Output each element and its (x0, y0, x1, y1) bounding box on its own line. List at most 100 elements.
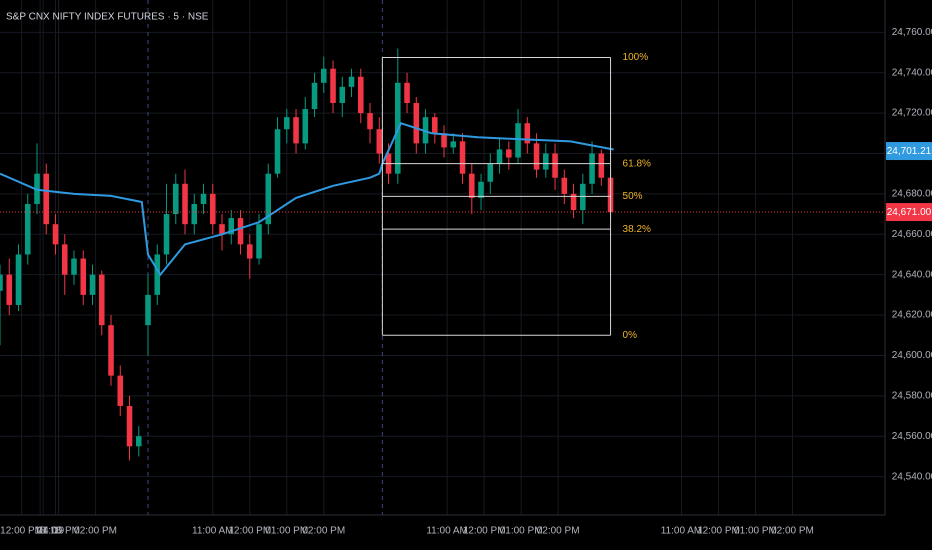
x-tick-label: 19 (53, 526, 65, 537)
candle-body (450, 141, 457, 148)
last-price-box (886, 203, 932, 222)
candle-body (302, 109, 309, 144)
x-tick-label: 02:00 PM (74, 526, 117, 537)
fib-label: 0% (623, 330, 638, 341)
candle-body (441, 133, 447, 148)
x-tick-label: 12:00 PM (697, 526, 740, 537)
candle-body (533, 143, 540, 170)
candle-body (117, 375, 124, 406)
candle-body (459, 141, 466, 174)
x-tick-label: 11:00 AM (426, 526, 468, 537)
candle-body (219, 224, 225, 235)
candle-body (358, 76, 364, 114)
candle-body (80, 258, 87, 295)
candle-body (515, 123, 521, 158)
chart-title: S&P CNX NIFTY INDEX FUTURES · 5 · NSE (6, 12, 209, 23)
x-tick-label: 11:00 AM (192, 526, 234, 537)
y-tick-label: 24,660.00 (892, 229, 932, 240)
x-tick-label: 12:00 PM (228, 526, 271, 537)
y-tick-label: 24,540.00 (892, 471, 932, 482)
candle-body (43, 173, 50, 225)
x-tick-label: 11:00 AM (661, 526, 703, 537)
candle-body (126, 405, 133, 447)
candle-body (339, 86, 346, 103)
candle-body (589, 153, 595, 184)
candle-body (284, 117, 290, 130)
candle-body (580, 183, 586, 211)
x-tick-label: 01:00 PM (265, 526, 308, 537)
candle-body (191, 203, 198, 225)
candle-body (52, 224, 59, 245)
candle-body (15, 254, 22, 305)
x-tick-label: 12:00 PM (463, 526, 506, 537)
candle-body (376, 129, 383, 154)
y-tick-label: 24,720.00 (892, 108, 932, 119)
candle-body (0, 274, 3, 291)
candle-body (256, 224, 262, 259)
candle-body (237, 218, 244, 245)
candle-body (413, 103, 420, 144)
candle-body (108, 325, 114, 376)
x-tick-label: 02:00 PM (537, 526, 580, 537)
candle-body (524, 123, 531, 144)
candle-body (246, 244, 253, 259)
y-tick-label: 24,620.00 (892, 310, 932, 321)
candle-body (404, 82, 410, 103)
candle-body (543, 153, 549, 170)
candle-body (506, 149, 512, 158)
candle-body (598, 153, 605, 178)
candle-body (265, 173, 272, 225)
vwap-line (0, 121, 614, 277)
candle-body (6, 274, 13, 305)
candle-body (561, 177, 568, 194)
x-tick-label: 02:00 PM (771, 526, 814, 537)
vwap-price-box (886, 142, 932, 161)
candle-body (293, 117, 299, 144)
candle-body (163, 214, 170, 255)
candle-body (89, 274, 96, 295)
candle-body (61, 244, 68, 275)
candle-body (71, 258, 77, 275)
y-tick-label: 24,580.00 (892, 390, 932, 401)
x-tick-label: 02:00 PM (302, 526, 345, 537)
candle-body (135, 436, 142, 447)
candle-body (145, 294, 151, 326)
fib-label: 38.2% (623, 224, 651, 235)
x-tick-label: 01:00 PM (734, 526, 777, 537)
candle-body (570, 193, 577, 211)
y-tick-label: 24,740.00 (892, 67, 932, 78)
fib-label: 100% (623, 52, 649, 63)
candle-body (172, 183, 179, 215)
candle-body (552, 153, 558, 178)
candle-body (274, 129, 281, 174)
x-tick-label: 18 (50, 526, 62, 537)
candle-body (432, 117, 438, 134)
last-price-label: 24,671.00 (887, 207, 932, 218)
candle-body (469, 173, 475, 198)
fib-label: 50% (623, 191, 643, 202)
grid (0, 0, 885, 515)
candle-body (200, 193, 207, 204)
candle-body (330, 68, 336, 103)
candle-body (154, 254, 161, 295)
axes: 24,540.00 24,560.00 24,580.00 24,600.00 24,6… (0, 27, 932, 537)
candle-body (311, 82, 318, 110)
y-tick-label: 24,600.00 (892, 350, 932, 361)
candle-body (321, 68, 327, 83)
y-tick-label: 24,640.00 (892, 269, 932, 280)
x-tick-label: 12:00 PM (0, 526, 43, 537)
candle-body (348, 76, 355, 87)
candle-body (98, 274, 105, 326)
candle-body (496, 149, 503, 164)
candle-body (367, 113, 373, 130)
candle-body (228, 218, 235, 235)
x-tick-label: 13 (35, 526, 47, 537)
vwap-price-label: 24,701.21 (887, 146, 932, 157)
x-tick-label: 14 (38, 526, 50, 537)
y-tick-label: 24,560.00 (892, 431, 932, 442)
x-tick-label: 01:00 PM (500, 526, 543, 537)
fib-label: 61.8% (623, 158, 651, 169)
candle-body (182, 183, 188, 225)
plot: 100% 61.8% 50% 38.2% 0% (0, 48, 885, 461)
